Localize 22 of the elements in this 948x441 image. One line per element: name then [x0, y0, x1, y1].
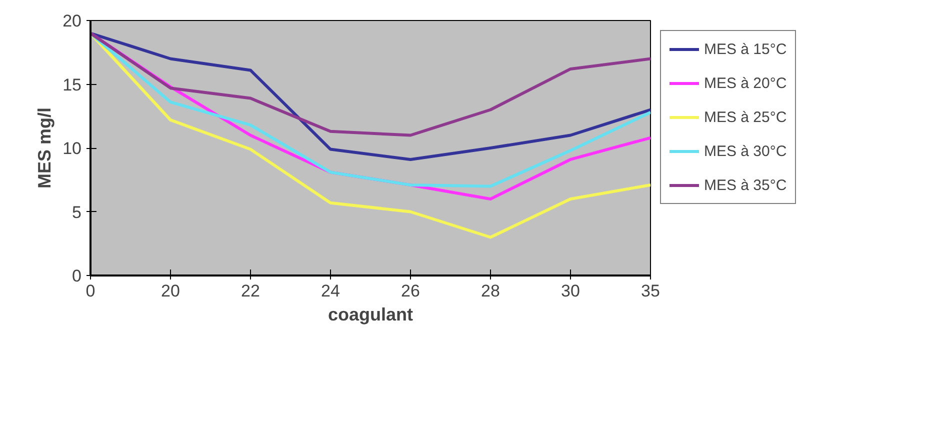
legend-label: MES à 15°C	[704, 40, 787, 58]
legend-label: MES à 30°C	[704, 142, 787, 160]
x-tick-label: 0	[86, 282, 96, 300]
x-tick-label: 20	[161, 282, 180, 300]
y-tick-label: 0	[72, 266, 82, 286]
y-tick-label: 5	[72, 202, 82, 222]
legend-label: MES à 35°C	[704, 176, 787, 194]
y-tick-label: 20	[62, 12, 82, 30]
x-tick-label: 24	[321, 282, 340, 300]
line-series	[90, 32, 650, 161]
x-tick-label: 30	[561, 282, 580, 300]
x-tick-label: 35	[641, 282, 660, 300]
x-tick-label: 28	[481, 282, 500, 300]
legend-label: MES à 25°C	[704, 108, 787, 126]
y-axis-title: MES mg/l	[34, 107, 55, 189]
y-tick-label: 10	[62, 139, 82, 158]
x-tick-label: 22	[241, 282, 260, 300]
x-tick-label: 26	[401, 282, 420, 300]
y-tick-label: 15	[62, 75, 82, 94]
legend-label: MES à 20°C	[704, 74, 787, 92]
line-series	[90, 32, 650, 137]
x-axis-title: coagulant	[328, 304, 414, 324]
